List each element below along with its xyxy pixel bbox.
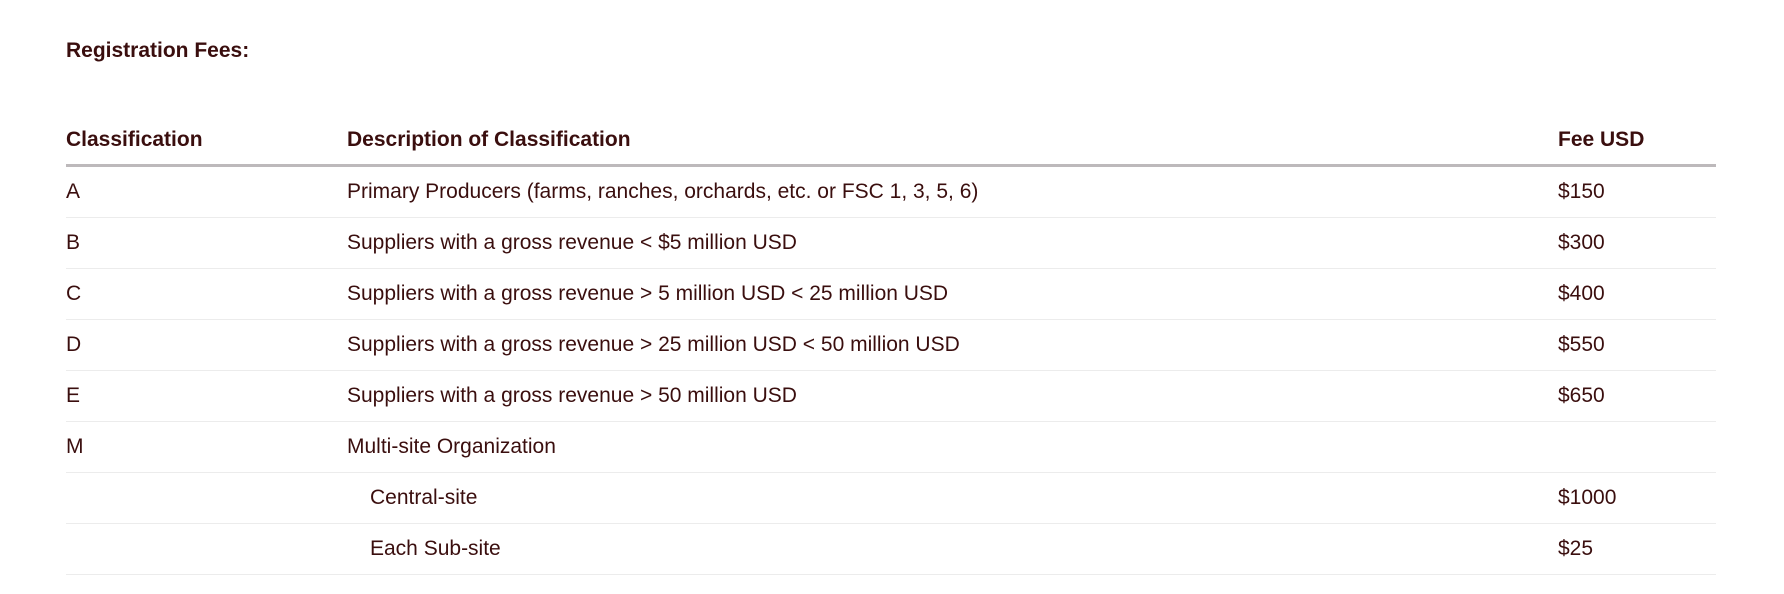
header-fee: Fee USD <box>1558 128 1716 167</box>
cell-fee: $150 <box>1558 165 1716 218</box>
table-header-row: Classification Description of Classifica… <box>66 128 1716 167</box>
cell-fee: $300 <box>1558 217 1716 269</box>
header-description: Description of Classification <box>347 128 1558 167</box>
cell-fee <box>1558 421 1716 473</box>
cell-fee: $550 <box>1558 319 1716 371</box>
cell-classification <box>66 523 347 575</box>
cell-classification: A <box>66 165 347 218</box>
cell-classification: M <box>66 421 347 473</box>
header-classification: Classification <box>66 128 347 167</box>
cell-classification <box>66 472 347 524</box>
cell-description: Suppliers with a gross revenue < $5 mill… <box>347 217 1558 269</box>
table-row: A Primary Producers (farms, ranches, orc… <box>66 165 1716 218</box>
table-row: E Suppliers with a gross revenue > 50 mi… <box>66 370 1716 422</box>
cell-fee: $1000 <box>1558 472 1716 524</box>
table-row: D Suppliers with a gross revenue > 25 mi… <box>66 319 1716 371</box>
cell-description: Central-site <box>347 472 1558 524</box>
table-row: Central-site $1000 <box>66 472 1716 524</box>
cell-description: Primary Producers (farms, ranches, orcha… <box>347 165 1558 218</box>
cell-classification: D <box>66 319 347 371</box>
table-row: M Multi-site Organization <box>66 421 1716 473</box>
table-row: C Suppliers with a gross revenue > 5 mil… <box>66 268 1716 320</box>
cell-fee: $25 <box>1558 523 1716 575</box>
cell-classification: B <box>66 217 347 269</box>
cell-classification: E <box>66 370 347 422</box>
cell-fee: $650 <box>1558 370 1716 422</box>
cell-fee: $400 <box>1558 268 1716 320</box>
cell-description: Each Sub-site <box>347 523 1558 575</box>
cell-description: Multi-site Organization <box>347 421 1558 473</box>
cell-classification: C <box>66 268 347 320</box>
cell-description: Suppliers with a gross revenue > 25 mill… <box>347 319 1558 371</box>
fees-table: Classification Description of Classifica… <box>66 128 1716 575</box>
table-row: Each Sub-site $25 <box>66 523 1716 575</box>
table-row: B Suppliers with a gross revenue < $5 mi… <box>66 217 1716 269</box>
cell-description: Suppliers with a gross revenue > 5 milli… <box>347 268 1558 320</box>
fees-section: Registration Fees: Classification Descri… <box>66 39 1716 575</box>
cell-description: Suppliers with a gross revenue > 50 mill… <box>347 370 1558 422</box>
section-title: Registration Fees: <box>66 39 250 62</box>
